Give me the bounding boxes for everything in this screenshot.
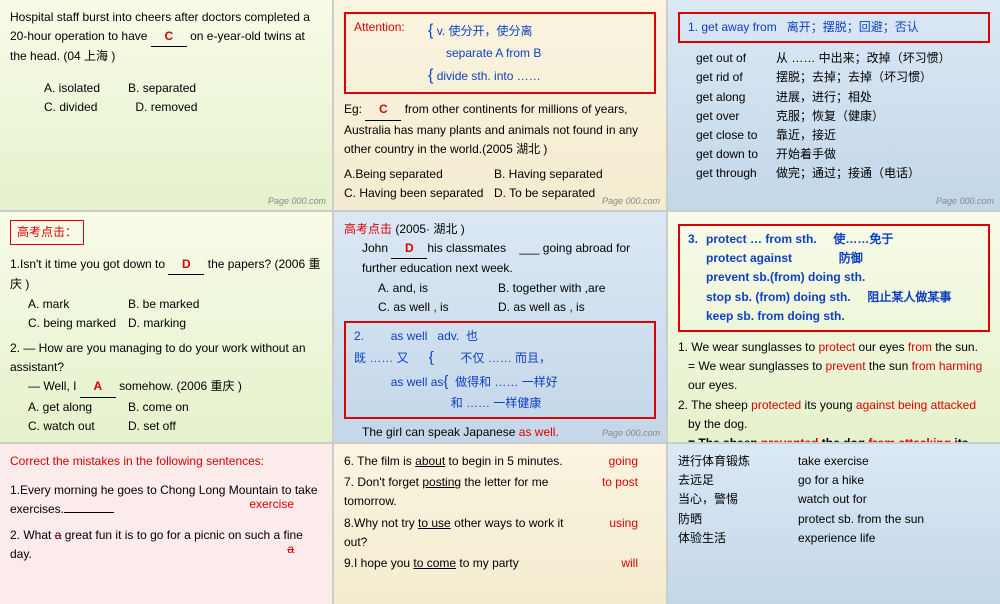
phrase-list: get out of从 …… 中出来；改掉（坏习惯）get rid of摆脱；去… [678, 49, 990, 183]
title: 高考点击 (2005· 湖北 ) [344, 220, 656, 239]
phrase-row: get rid of摆脱；去掉；去掉（坏习惯） [696, 68, 990, 87]
aswell-box: 2. as well adv. 也 既 …… 又 { 不仅 …… 而且， as … [344, 321, 656, 419]
panel-6: 3. protect … from sth. 使……免于 protect aga… [668, 212, 1000, 442]
phrase-row: get through做完；通过；接通（电话） [696, 164, 990, 183]
panel-2: Attention: { v. 使分开，使分离 separate A from … [334, 0, 666, 210]
correction-row: 8.Why not try to use other ways to work … [344, 514, 656, 552]
panel-5: 高考点击 (2005· 湖北 ) John Dhis classmates __… [334, 212, 666, 442]
examples: 1. We wear sunglasses to protect our eye… [678, 338, 990, 442]
vocab-row: 防晒protect sb. from the sun [678, 510, 990, 529]
panel-9: 进行体育锻炼take exercise去远足go for a hike当心，警惕… [668, 444, 1000, 604]
phrase-row: get down to开始着手做 [696, 145, 990, 164]
watermark: Page 000.com [602, 426, 660, 440]
q2-options: A. get alongB. come on C. watch outD. se… [10, 398, 322, 436]
q: John Dhis classmates ___ going abroad fo… [344, 239, 656, 278]
panel-3: 1. get away from 离开；摆脱；回避；否认 get out of从… [668, 0, 1000, 210]
watermark: Page 000.com [602, 194, 660, 208]
panel-8: 6. The film is about to begin in 5 minut… [334, 444, 666, 604]
vocab-row: 当心，警惕watch out for [678, 490, 990, 509]
heading: Correct the mistakes in the following se… [10, 452, 322, 471]
attention-box: Attention: { v. 使分开，使分离 separate A from … [344, 12, 656, 94]
vocab-row: 体验生活experience life [678, 529, 990, 548]
panel-1: Hospital staff burst into cheers after d… [0, 0, 332, 210]
correction-row: 6. The film is about to begin in 5 minut… [344, 452, 656, 471]
section-title: 高考点击： [10, 220, 84, 245]
options: A. isolatedB. separated C. dividedD. rem… [10, 79, 322, 117]
q1: 1.Isn't it time you got down to D the pa… [10, 255, 322, 294]
panel-4: 高考点击： 1.Isn't it time you got down to D … [0, 212, 332, 442]
vocab-row: 进行体育锻炼take exercise [678, 452, 990, 471]
example: Eg: C from other continents for millions… [344, 100, 656, 159]
opts: A. and, isB. together with ,are C. as we… [344, 279, 656, 317]
vocab-row: 去远足go for a hike [678, 471, 990, 490]
q2: 2. — How are you managing to do your wor… [10, 339, 322, 377]
question-text: Hospital staff burst into cheers after d… [10, 8, 322, 67]
watermark: Page 000.com [936, 194, 994, 208]
watermark: Page 000.com [268, 194, 326, 208]
q1: 1.Every morning he goes to Chong Long Mo… [10, 481, 322, 519]
correction-row: 9.I hope you to come to my partywill [344, 554, 656, 573]
q2b: — Well, I A somehow. (2006 重庆 ) [10, 377, 322, 397]
phrase-row: get along进展，进行；相处 [696, 88, 990, 107]
q2: 2. What a great fun it is to go for a pi… [10, 526, 322, 564]
vocab-list: 进行体育锻炼take exercise去远足go for a hike当心，警惕… [678, 452, 990, 548]
protect-box: 3. protect … from sth. 使……免于 protect aga… [678, 224, 990, 332]
panel-7: Correct the mistakes in the following se… [0, 444, 332, 604]
slides-grid: Hospital staff burst into cheers after d… [0, 0, 1000, 600]
phrase-row: get over克服；恢复（健康） [696, 107, 990, 126]
phrase-row: get out of从 …… 中出来；改掉（坏习惯） [696, 49, 990, 68]
highlight-phrase: 1. get away from 离开；摆脱；回避；否认 [678, 12, 990, 43]
correction-row: 7. Don't forget posting the letter for m… [344, 473, 656, 511]
phrase-row: get close to靠近，接近 [696, 126, 990, 145]
q1-options: A. markB. be marked C. being markedD. ma… [10, 295, 322, 333]
